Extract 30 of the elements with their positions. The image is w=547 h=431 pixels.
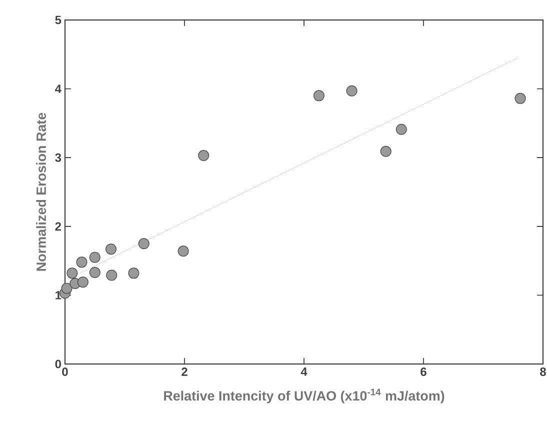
point bbox=[89, 252, 100, 263]
point bbox=[106, 270, 118, 281]
point bbox=[178, 246, 189, 257]
point bbox=[66, 268, 78, 279]
x-tick-label: 6 bbox=[420, 368, 426, 376]
point bbox=[128, 268, 140, 279]
x-axis-title: Relative Intencity of UV/AO (x10$^{-14}$ mJ/atom) bbox=[164, 388, 444, 404]
x-tick-label: 8 bbox=[540, 368, 546, 376]
point bbox=[198, 150, 210, 162]
point bbox=[313, 90, 324, 102]
y-tick-label: 2 bbox=[55, 222, 62, 231]
x-tick-label: 2 bbox=[182, 368, 188, 376]
point bbox=[138, 238, 150, 250]
x-tick-label: 4 bbox=[300, 368, 308, 376]
point bbox=[380, 146, 392, 157]
point bbox=[346, 85, 358, 96]
y-tick-label: 5 bbox=[55, 16, 62, 24]
point bbox=[77, 276, 88, 288]
y-tick-label: 0 bbox=[55, 360, 61, 368]
point bbox=[396, 124, 407, 135]
y-tick-label: 3 bbox=[55, 153, 62, 162]
y-tick-label: 1 bbox=[56, 291, 62, 300]
point bbox=[61, 282, 72, 294]
y-tick-label: 4 bbox=[55, 84, 62, 93]
point bbox=[106, 244, 117, 255]
y-axis-title: Normalized Erosion Rate bbox=[36, 112, 46, 271]
point bbox=[89, 266, 100, 278]
x-tick-label: 0 bbox=[62, 368, 68, 376]
point bbox=[514, 92, 526, 104]
point bbox=[76, 256, 88, 268]
